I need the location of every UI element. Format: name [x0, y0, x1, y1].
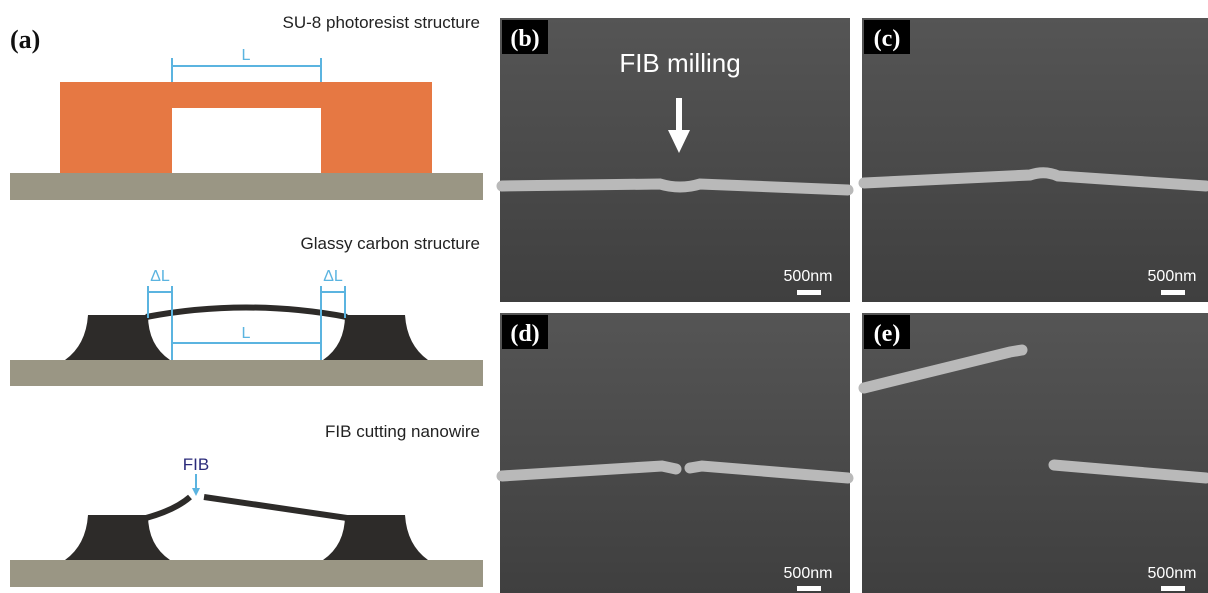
- substrate: [10, 560, 483, 587]
- scale-label: 500nm: [1148, 268, 1197, 285]
- substrate: [10, 360, 483, 386]
- carbon-pad: [65, 315, 170, 360]
- step-title: Glassy carbon structure: [300, 234, 480, 253]
- panel-label: (c): [874, 26, 901, 52]
- scale-bar: [797, 586, 821, 591]
- nanowire: [146, 308, 347, 318]
- length-label: L: [242, 325, 251, 342]
- beam-label: FIB: [183, 455, 209, 474]
- substrate: [10, 173, 483, 200]
- nanowire-piece: [204, 497, 347, 518]
- nanowire-piece: [146, 497, 190, 518]
- panel-label: (b): [510, 26, 539, 52]
- carbon-pad: [323, 515, 428, 560]
- su8-structure: [60, 82, 432, 173]
- length-label: L: [242, 47, 251, 64]
- panel-label: (e): [874, 321, 901, 347]
- sem-e: (e) 500nm: [862, 313, 1208, 593]
- sem-image: [862, 18, 1208, 302]
- carbon-pad: [323, 315, 428, 360]
- panel-a: (a) SU-8 photoresist structure L Glassy …: [10, 13, 483, 587]
- sem-c: (c) 500nm: [862, 18, 1208, 302]
- scale-bar: [797, 290, 821, 295]
- sem-b: (b) FIB milling 500nm: [500, 18, 850, 302]
- carbon-pad: [65, 515, 170, 560]
- panel-label: (d): [510, 321, 539, 347]
- step-title: FIB cutting nanowire: [325, 422, 480, 441]
- scale-label: 500nm: [784, 268, 833, 285]
- sem-image: [500, 313, 850, 593]
- panel-label: (a): [10, 25, 40, 54]
- annotation: FIB milling: [619, 48, 740, 78]
- sem-d: (d) 500nm: [500, 313, 850, 593]
- scale-label: 500nm: [784, 565, 833, 582]
- sem-image: [862, 313, 1208, 593]
- shrink-label: ΔL: [323, 268, 343, 285]
- figure: (a) SU-8 photoresist structure L Glassy …: [0, 0, 1208, 593]
- nanowire: [502, 184, 848, 190]
- shrink-label: ΔL: [150, 268, 170, 285]
- scale-label: 500nm: [1148, 565, 1197, 582]
- scale-bar: [1161, 586, 1185, 591]
- scale-bar: [1161, 290, 1185, 295]
- step-title: SU-8 photoresist structure: [283, 13, 480, 32]
